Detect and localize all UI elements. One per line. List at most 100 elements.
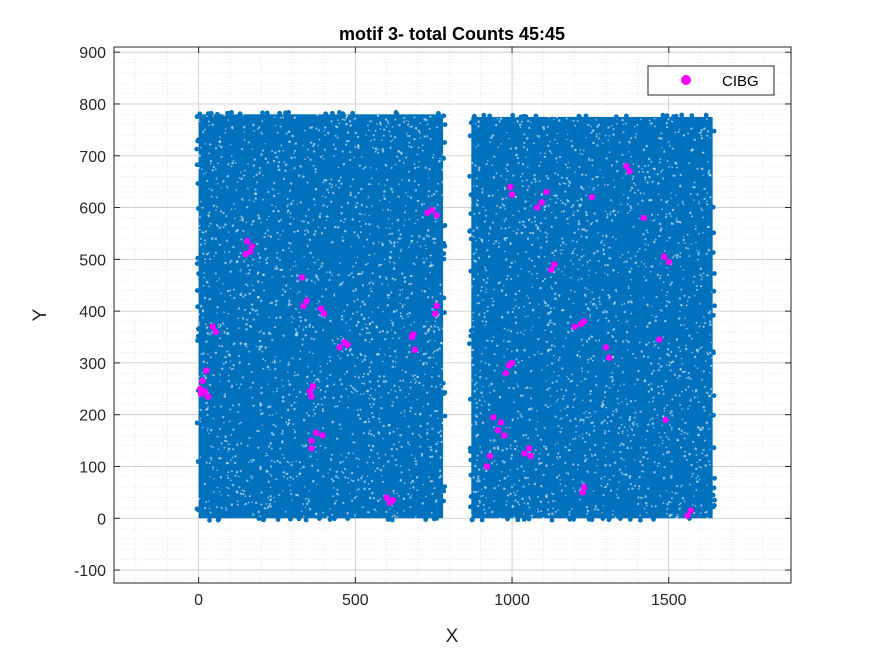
block-gap bbox=[356, 489, 358, 492]
block-gap bbox=[591, 303, 595, 306]
block-gap bbox=[702, 216, 704, 219]
block-gap bbox=[528, 126, 531, 130]
block-gap bbox=[224, 393, 227, 395]
block-gap bbox=[294, 260, 296, 263]
block-gap bbox=[665, 404, 668, 407]
block-gap bbox=[288, 462, 290, 464]
block-gap bbox=[371, 311, 374, 313]
block-gap bbox=[588, 433, 591, 436]
block-gap bbox=[516, 490, 519, 492]
block-gap bbox=[697, 475, 699, 477]
block-gap bbox=[523, 305, 525, 308]
block-gap bbox=[696, 331, 698, 334]
block-gap bbox=[553, 345, 556, 348]
block-gap bbox=[381, 329, 385, 333]
block-gap bbox=[707, 171, 710, 175]
block-gap bbox=[540, 369, 543, 371]
block-gap bbox=[272, 209, 275, 213]
block-gap bbox=[392, 139, 394, 141]
block-gap bbox=[700, 134, 703, 137]
block-gap bbox=[683, 324, 685, 326]
block-gap bbox=[407, 170, 410, 173]
block-gap bbox=[706, 225, 709, 228]
block-edge-point bbox=[710, 204, 716, 210]
y-tick-label: 300 bbox=[79, 356, 106, 373]
block-gap bbox=[357, 376, 360, 379]
block-gap bbox=[421, 502, 425, 505]
block-gap bbox=[390, 140, 392, 143]
block-gap bbox=[492, 389, 496, 392]
block-gap bbox=[620, 471, 623, 474]
block-gap bbox=[475, 248, 478, 251]
block-edge-point bbox=[423, 517, 429, 522]
block-gap bbox=[480, 495, 482, 498]
block-gap bbox=[654, 316, 656, 318]
block-gap bbox=[585, 458, 588, 461]
block-gap bbox=[674, 394, 677, 397]
block-gap bbox=[293, 217, 295, 220]
block-gap bbox=[672, 174, 675, 177]
block-gap bbox=[585, 194, 588, 197]
block-gap bbox=[279, 268, 282, 272]
block-gap bbox=[393, 349, 397, 353]
block-gap bbox=[342, 501, 345, 505]
block-gap bbox=[436, 409, 439, 413]
block-gap bbox=[279, 447, 282, 450]
block-edge-point bbox=[710, 504, 716, 510]
block-edge-point bbox=[710, 492, 716, 498]
block-gap bbox=[488, 385, 490, 387]
block-gap bbox=[545, 380, 547, 382]
block-gap bbox=[667, 200, 669, 202]
block-gap bbox=[261, 133, 264, 135]
block-gap bbox=[678, 128, 681, 131]
block-gap bbox=[612, 236, 614, 238]
block-gap bbox=[539, 438, 543, 441]
block-gap bbox=[660, 132, 663, 135]
block-gap bbox=[308, 326, 311, 328]
block-gap bbox=[204, 261, 206, 264]
block-gap bbox=[536, 410, 538, 412]
block-gap bbox=[316, 469, 320, 472]
block-gap bbox=[677, 204, 679, 206]
block-gap bbox=[666, 352, 669, 355]
block-gap bbox=[240, 215, 243, 218]
block-gap bbox=[568, 181, 572, 185]
block-gap bbox=[602, 249, 605, 252]
block-gap bbox=[475, 415, 478, 417]
block-gap bbox=[313, 203, 316, 206]
block-gap bbox=[390, 232, 394, 235]
block-gap bbox=[622, 459, 625, 462]
block-gap bbox=[409, 506, 412, 509]
block-gap bbox=[371, 397, 374, 400]
block-gap bbox=[631, 177, 634, 180]
block-gap bbox=[339, 379, 342, 382]
block-gap bbox=[530, 181, 533, 184]
block-gap bbox=[533, 482, 537, 486]
block-gap bbox=[203, 507, 207, 510]
block-gap bbox=[384, 453, 387, 456]
block-gap bbox=[675, 253, 679, 257]
block-gap bbox=[260, 503, 263, 506]
block-gap bbox=[482, 386, 484, 388]
block-gap bbox=[661, 442, 664, 445]
block-gap bbox=[493, 460, 496, 463]
block-gap bbox=[619, 256, 622, 259]
block-gap bbox=[198, 118, 200, 120]
block-gap bbox=[633, 459, 636, 462]
block-gap bbox=[709, 448, 711, 451]
block-edge-point bbox=[441, 295, 447, 301]
block-gap bbox=[411, 235, 414, 238]
block-edge-point bbox=[606, 517, 612, 523]
block-gap bbox=[670, 350, 673, 354]
block-gap bbox=[472, 311, 475, 314]
block-gap bbox=[341, 236, 344, 238]
block-edge-point bbox=[441, 113, 447, 119]
block-gap bbox=[376, 123, 378, 125]
block-gap bbox=[369, 387, 372, 390]
block-edge-point bbox=[711, 412, 716, 418]
block-gap bbox=[392, 489, 395, 492]
block-gap bbox=[209, 356, 212, 359]
block-edge-point bbox=[442, 243, 448, 249]
block-gap bbox=[254, 309, 257, 312]
block-gap bbox=[551, 251, 554, 255]
